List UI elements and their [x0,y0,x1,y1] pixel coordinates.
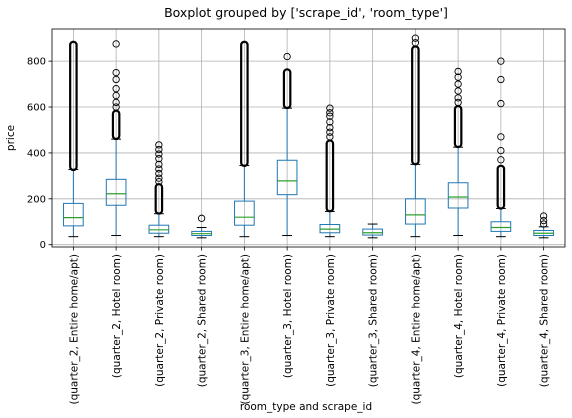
box-group [319,104,341,238]
outlier-point [112,103,120,111]
box-group [447,67,469,237]
box-iqr [362,228,383,236]
x-tick-label: (quarter_3, Shared room) [368,254,380,387]
x-tick-label: (quarter_2, Shared room) [197,254,209,387]
outlier-point [326,104,334,112]
outlier-point [497,57,505,65]
y-tick-label: 0 [40,240,46,251]
box-iqr [234,200,255,226]
x-axis-label: room_type and scrape_id [240,401,372,413]
outlier-point [326,128,334,136]
outlier-point [539,216,548,225]
outlier-point [155,141,163,149]
outlier-point [155,145,163,154]
x-tick-label: (quarter_2, Entire home/apt) [68,254,80,405]
y-tick-label: 600 [27,103,46,114]
x-tick-label: (quarter_3, Private room) [325,254,337,387]
box-group [63,40,84,238]
x-tick-label: (quarter_3, Entire home/apt) [239,254,251,405]
outlier-point [454,67,462,76]
y-tick-label: 200 [27,194,46,205]
outlier-point [112,40,120,48]
box-group [490,57,512,238]
outlier-point [326,124,334,132]
outlier-point [411,39,420,47]
outlier-point [112,75,120,84]
outlier-point [454,98,462,107]
box-group [276,52,298,237]
outlier-point [155,160,163,169]
box-iqr [105,178,127,206]
outlier-point [497,99,505,108]
outlier-band [282,68,292,110]
outlier-point [454,80,462,88]
box-iqr [447,182,469,209]
outlier-point [112,91,120,100]
outlier-point [326,118,334,126]
x-tick-label: (quarter_4, Private room) [496,254,508,387]
outlier-band [154,182,164,215]
outlier-point [155,150,163,158]
outlier-point [326,109,334,117]
x-tick-label: (quarter_4, Entire home/apt) [410,254,422,405]
chart-title: Boxplot grouped by ['scrape_id', 'room_t… [164,5,448,20]
box-group [362,223,383,239]
outlier-point [155,174,163,182]
outlier-point [454,87,462,95]
outlier-point [497,156,505,164]
y-tick-label: 800 [27,57,46,68]
box-iqr [490,221,512,232]
outlier-point [155,169,163,178]
outlier-point [454,73,462,81]
box-group [234,40,255,238]
outlier-point [112,98,120,107]
outlier-point [112,68,120,77]
x-tick-label: (quarter_2, Private room) [154,254,166,387]
outlier-point [326,133,334,141]
box-group [191,214,212,239]
axes-layer: 0 200 400 600 800 (quarter_2, Entire home/apt… [27,57,551,405]
outlier-point [197,214,206,222]
outlier-band [240,40,249,167]
x-tick-label: (quarter_4, Shared room) [539,254,551,387]
y-tick-label: 400 [27,148,46,159]
outlier-band [69,40,78,172]
outlier-point [539,220,548,228]
outlier-point [454,94,462,102]
outlier-point [155,165,163,173]
y-axis-label: price [5,125,17,151]
box-iqr [276,159,298,196]
box-group [533,212,554,239]
outlier-band [496,164,506,210]
outlier-point [497,133,505,141]
box-group [405,34,426,238]
box-iqr [405,198,426,225]
box-iqr [63,202,84,227]
outlier-point [326,112,334,120]
x-tick-label: (quarter_4, Hotel room) [453,254,465,378]
outlier-point [497,146,505,155]
box-group [105,40,127,237]
outlier-point [411,34,420,42]
outlier-point [112,85,120,93]
outlier-point [155,177,163,186]
x-tick-label: (quarter_2, Hotel room) [111,254,123,378]
box-group [148,141,170,238]
outlier-point [155,155,163,163]
grid-lines [52,29,565,247]
plot-frame [51,28,566,248]
outlier-point [497,75,505,84]
outlier-point [539,212,548,220]
outlier-point [283,52,291,61]
x-tick-label: (quarter_3, Hotel room) [282,254,294,378]
boxes-layer [63,34,554,239]
